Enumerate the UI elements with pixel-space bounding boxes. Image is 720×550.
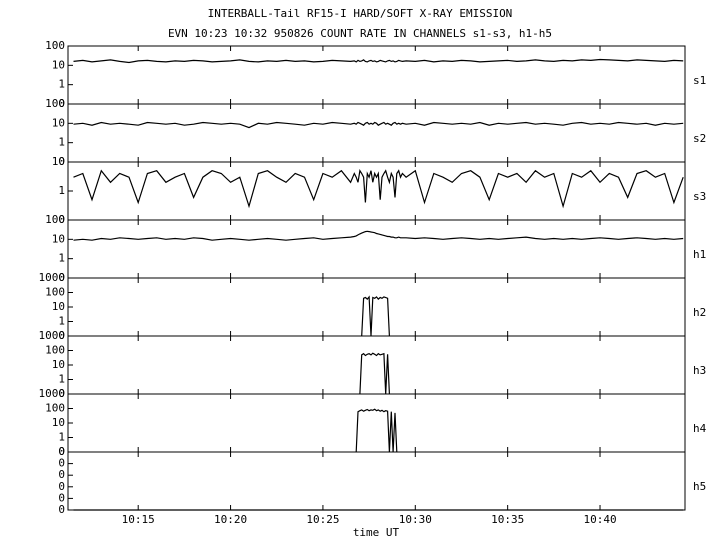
y-tick-label: 100 bbox=[45, 39, 65, 52]
y-tick-label: 100 bbox=[45, 97, 65, 110]
x-tick-label: 10:25 bbox=[306, 513, 339, 526]
y-tick-label: 0 bbox=[58, 503, 65, 516]
chart-subtitle: EVN 10:23 10:32 950826 COUNT RATE IN CHA… bbox=[168, 27, 552, 40]
y-tick-label: 10 bbox=[52, 232, 65, 245]
y-tick-label: 0 bbox=[58, 457, 65, 470]
y-tick-label: 10 bbox=[52, 416, 65, 429]
series-line bbox=[73, 121, 684, 129]
y-tick-label: 1000 bbox=[39, 271, 66, 284]
y-tick-label: 0 bbox=[58, 491, 65, 504]
series-line bbox=[73, 169, 684, 209]
y-tick-label: 1 bbox=[58, 431, 65, 444]
y-tick-label: 0 bbox=[58, 271, 65, 284]
y-tick-label: 1000 bbox=[39, 329, 66, 342]
series-name: s2 bbox=[693, 132, 706, 145]
y-tick-label: 0 bbox=[58, 213, 65, 226]
y-tick-label: 10 bbox=[52, 58, 65, 71]
y-tick-label: 1000 bbox=[39, 387, 66, 400]
y-tick-label: 1 bbox=[58, 373, 65, 386]
series-name: s1 bbox=[693, 74, 706, 87]
series-name: h3 bbox=[693, 364, 706, 377]
y-tick-label: 100 bbox=[45, 344, 65, 357]
series-line bbox=[73, 230, 684, 241]
x-tick-label: 10:15 bbox=[122, 513, 155, 526]
y-tick-label: 0 bbox=[58, 155, 65, 168]
y-tick-label: 100 bbox=[45, 213, 65, 226]
series-name: h1 bbox=[693, 248, 706, 261]
series-name: h2 bbox=[693, 306, 706, 319]
y-tick-label: 1 bbox=[58, 252, 65, 265]
y-tick-label: 0 bbox=[58, 445, 65, 458]
series-line bbox=[361, 295, 390, 337]
series-name: h5 bbox=[693, 480, 706, 493]
x-tick-label: 10:30 bbox=[399, 513, 432, 526]
y-tick-label: 0 bbox=[58, 387, 65, 400]
y-tick-label: 10 bbox=[52, 300, 65, 313]
y-tick-label: 1 bbox=[58, 136, 65, 149]
y-tick-label: 0 bbox=[58, 445, 65, 458]
y-tick-label: 0 bbox=[58, 329, 65, 342]
y-tick-label: 100 bbox=[45, 402, 65, 415]
y-tick-label: 10 bbox=[52, 358, 65, 371]
series-name: h4 bbox=[693, 422, 707, 435]
y-tick-label: 1 bbox=[58, 184, 65, 197]
y-tick-label: 1 bbox=[58, 315, 65, 328]
x-axis-label: time UT bbox=[353, 526, 400, 539]
y-tick-label: 10 bbox=[52, 155, 65, 168]
y-tick-label: 0 bbox=[58, 97, 65, 110]
x-tick-label: 10:20 bbox=[214, 513, 247, 526]
chart-title: INTERBALL-Tail RF15-I HARD/SOFT X-RAY EM… bbox=[208, 7, 513, 20]
x-tick-label: 10:35 bbox=[491, 513, 524, 526]
x-tick-label: 10:40 bbox=[583, 513, 616, 526]
series-line bbox=[359, 352, 390, 395]
series-name: s3 bbox=[693, 190, 706, 203]
y-tick-label: 10 bbox=[52, 116, 65, 129]
series-line bbox=[355, 408, 398, 453]
y-tick-label: 0 bbox=[58, 480, 65, 493]
y-tick-label: 0 bbox=[58, 468, 65, 481]
y-tick-label: 100 bbox=[45, 286, 65, 299]
series-line bbox=[73, 58, 684, 64]
y-tick-label: 1 bbox=[58, 78, 65, 91]
